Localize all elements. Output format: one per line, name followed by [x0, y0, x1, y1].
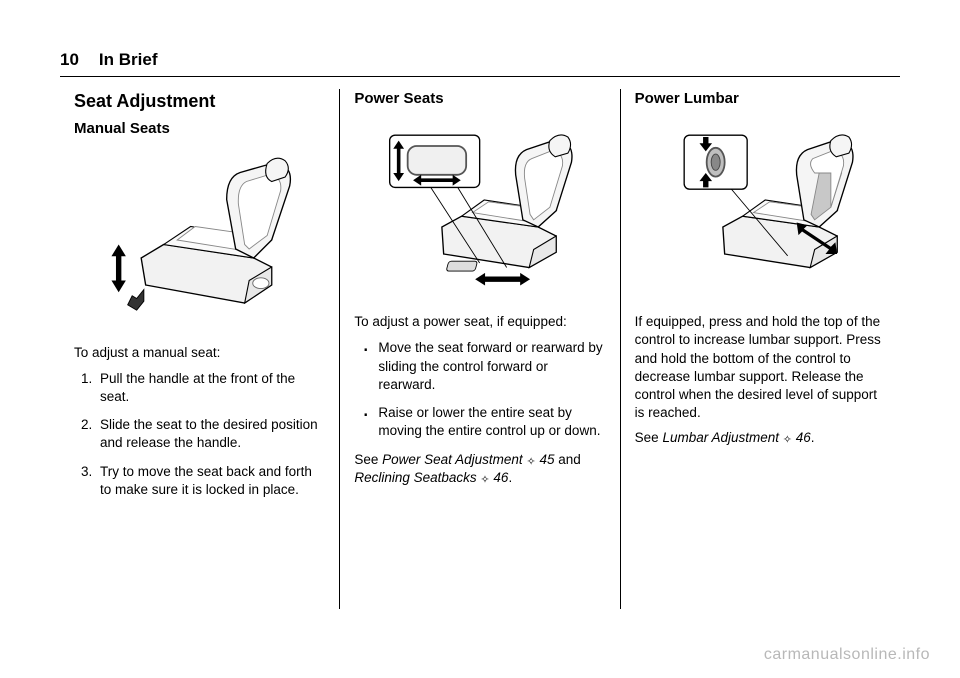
step-item: Try to move the seat back and forth to m…	[96, 463, 325, 499]
bullets-power-seat: Move the seat forward or rearward by sli…	[362, 339, 605, 440]
page-header: 10 In Brief	[60, 50, 900, 77]
steps-manual-seat: Pull the handle at the front of the seat…	[96, 370, 325, 499]
seat-lumbar-svg	[635, 119, 886, 299]
illustration-manual-seat	[74, 150, 325, 330]
section-title: In Brief	[99, 50, 158, 70]
column-power-seats: Power Seats	[339, 89, 619, 609]
refs-suffix: .	[811, 430, 815, 445]
refs-prefix: See	[354, 452, 382, 467]
watermark: carmanualsonline.info	[764, 646, 930, 664]
ref-link: Lumbar Adjustment	[662, 430, 779, 445]
arrow-up-down-icon	[111, 244, 125, 292]
heading-seat-adjustment: Seat Adjustment	[74, 89, 325, 113]
refs-power-seat: See Power Seat Adjustment ✧ 45 and Recli…	[354, 451, 605, 487]
xref-icon: ✧	[783, 433, 792, 448]
content-columns: Seat Adjustment Manual Seats	[60, 89, 900, 609]
subheading-manual-seats: Manual Seats	[74, 119, 325, 139]
ref-page: 45	[539, 452, 554, 467]
ref-link: Power Seat Adjustment	[382, 452, 523, 467]
illustration-power-seat	[354, 119, 605, 299]
page-number: 10	[60, 50, 79, 70]
column-manual-seats: Seat Adjustment Manual Seats	[60, 89, 339, 609]
illustration-power-lumbar	[635, 119, 886, 299]
lead-manual-seat: To adjust a manual seat:	[74, 344, 325, 362]
xref-icon: ✧	[526, 455, 535, 470]
refs-power-lumbar: See Lumbar Adjustment ✧ 46.	[635, 429, 886, 447]
subheading-power-lumbar: Power Lumbar	[635, 89, 886, 109]
step-item: Pull the handle at the front of the seat…	[96, 370, 325, 406]
column-power-lumbar: Power Lumbar	[620, 89, 900, 609]
ref-page: 46	[796, 430, 811, 445]
seat-power-svg	[354, 119, 605, 299]
ref-page: 46	[493, 470, 508, 485]
step-item: Slide the seat to the desired position a…	[96, 416, 325, 452]
body-power-lumbar: If equipped, press and hold the top of t…	[635, 313, 886, 422]
xref-icon: ✧	[480, 473, 489, 488]
lead-power-seat: To adjust a power seat, if equipped:	[354, 313, 605, 331]
bullet-item: Raise or lower the entire seat by moving…	[362, 404, 605, 440]
bullet-item: Move the seat forward or rearward by sli…	[362, 339, 605, 394]
manual-page: 10 In Brief Seat Adjustment Manual Seats	[0, 0, 960, 678]
refs-prefix: See	[635, 430, 663, 445]
refs-suffix: .	[508, 470, 512, 485]
refs-join: and	[554, 452, 580, 467]
ref-link: Reclining Seatbacks	[354, 470, 476, 485]
subheading-power-seats: Power Seats	[354, 89, 605, 109]
seat-manual-svg	[74, 150, 325, 330]
arrow-left-right-icon	[475, 273, 530, 286]
